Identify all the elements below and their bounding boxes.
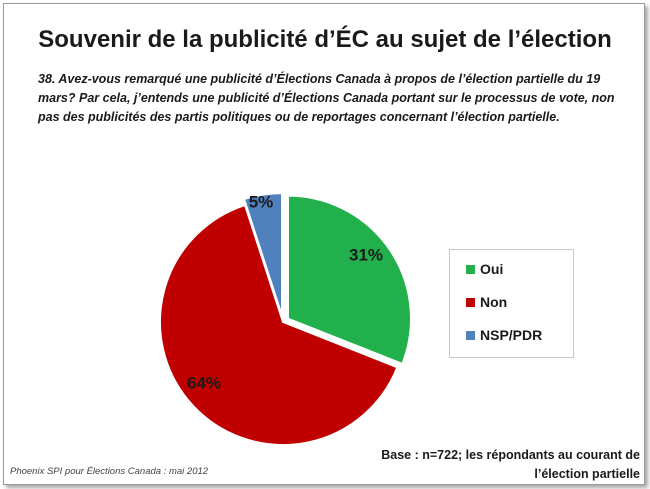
legend-item-oui: Oui — [466, 260, 503, 278]
legend-label-oui: Oui — [480, 261, 504, 277]
legend-label-nsp-pdr: NSP/PDR — [480, 327, 543, 343]
legend-swatch-oui — [466, 264, 475, 274]
legend-item-non: Non — [466, 293, 507, 311]
legend-label-non: Non — [480, 294, 508, 310]
legend-swatch-nsp-pdr — [466, 330, 475, 340]
legend-swatch-non — [466, 297, 475, 307]
base-note-line-2: l’élection partielle — [534, 467, 640, 481]
pie-slice-non — [159, 203, 399, 446]
pie-slice-oui — [286, 194, 412, 366]
base-note-line-1: Base : n=722; les répondants au courant … — [381, 448, 640, 462]
legend: Oui Non NSP/PDR — [449, 249, 574, 358]
data-label-nsp-pdr: 5% — [249, 192, 274, 211]
legend-item-nsp-pdr: NSP/PDR — [466, 326, 542, 344]
data-label-oui: 31% — [349, 245, 383, 264]
base-note: Base : n=722; les répondants au courant … — [360, 446, 640, 484]
data-label-non: 64% — [187, 373, 221, 392]
source-note: Phoenix SPI pour Élections Canada : mai … — [10, 466, 209, 477]
pie-slice-nsp-pdr — [242, 192, 284, 317]
chart-title: Souvenir de la publicité d’ÉC au sujet d… — [38, 26, 612, 53]
survey-question: 38. Avez-vous remarqué une publicité d’É… — [38, 72, 615, 124]
